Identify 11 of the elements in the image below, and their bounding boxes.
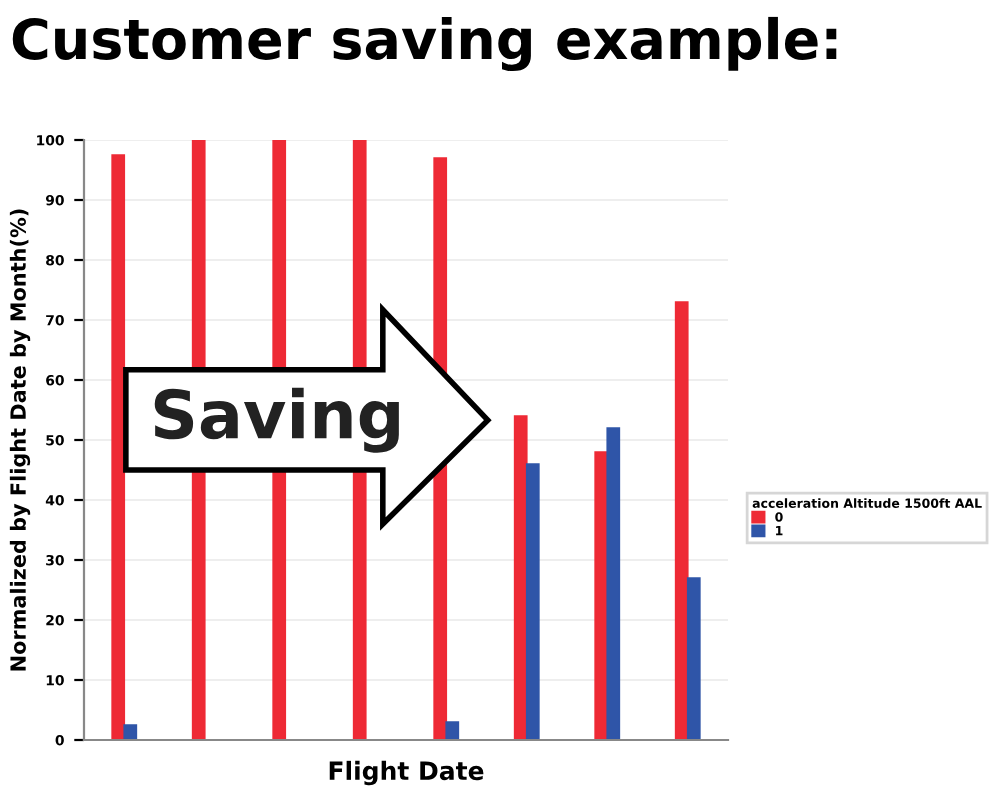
bar: [445, 721, 460, 740]
chart-title: Customer saving example:: [12, 16, 837, 72]
bar: [525, 463, 540, 740]
x-axis-title: Flight Date: [329, 760, 484, 786]
bar: [674, 301, 689, 740]
y-axis-title: Normalized by Flight Date by Month(%): [9, 209, 31, 671]
annotation: Saving: [154, 387, 399, 453]
bar: [686, 577, 701, 740]
bar: [123, 724, 138, 740]
bar: [606, 427, 621, 740]
bar: [111, 154, 126, 740]
